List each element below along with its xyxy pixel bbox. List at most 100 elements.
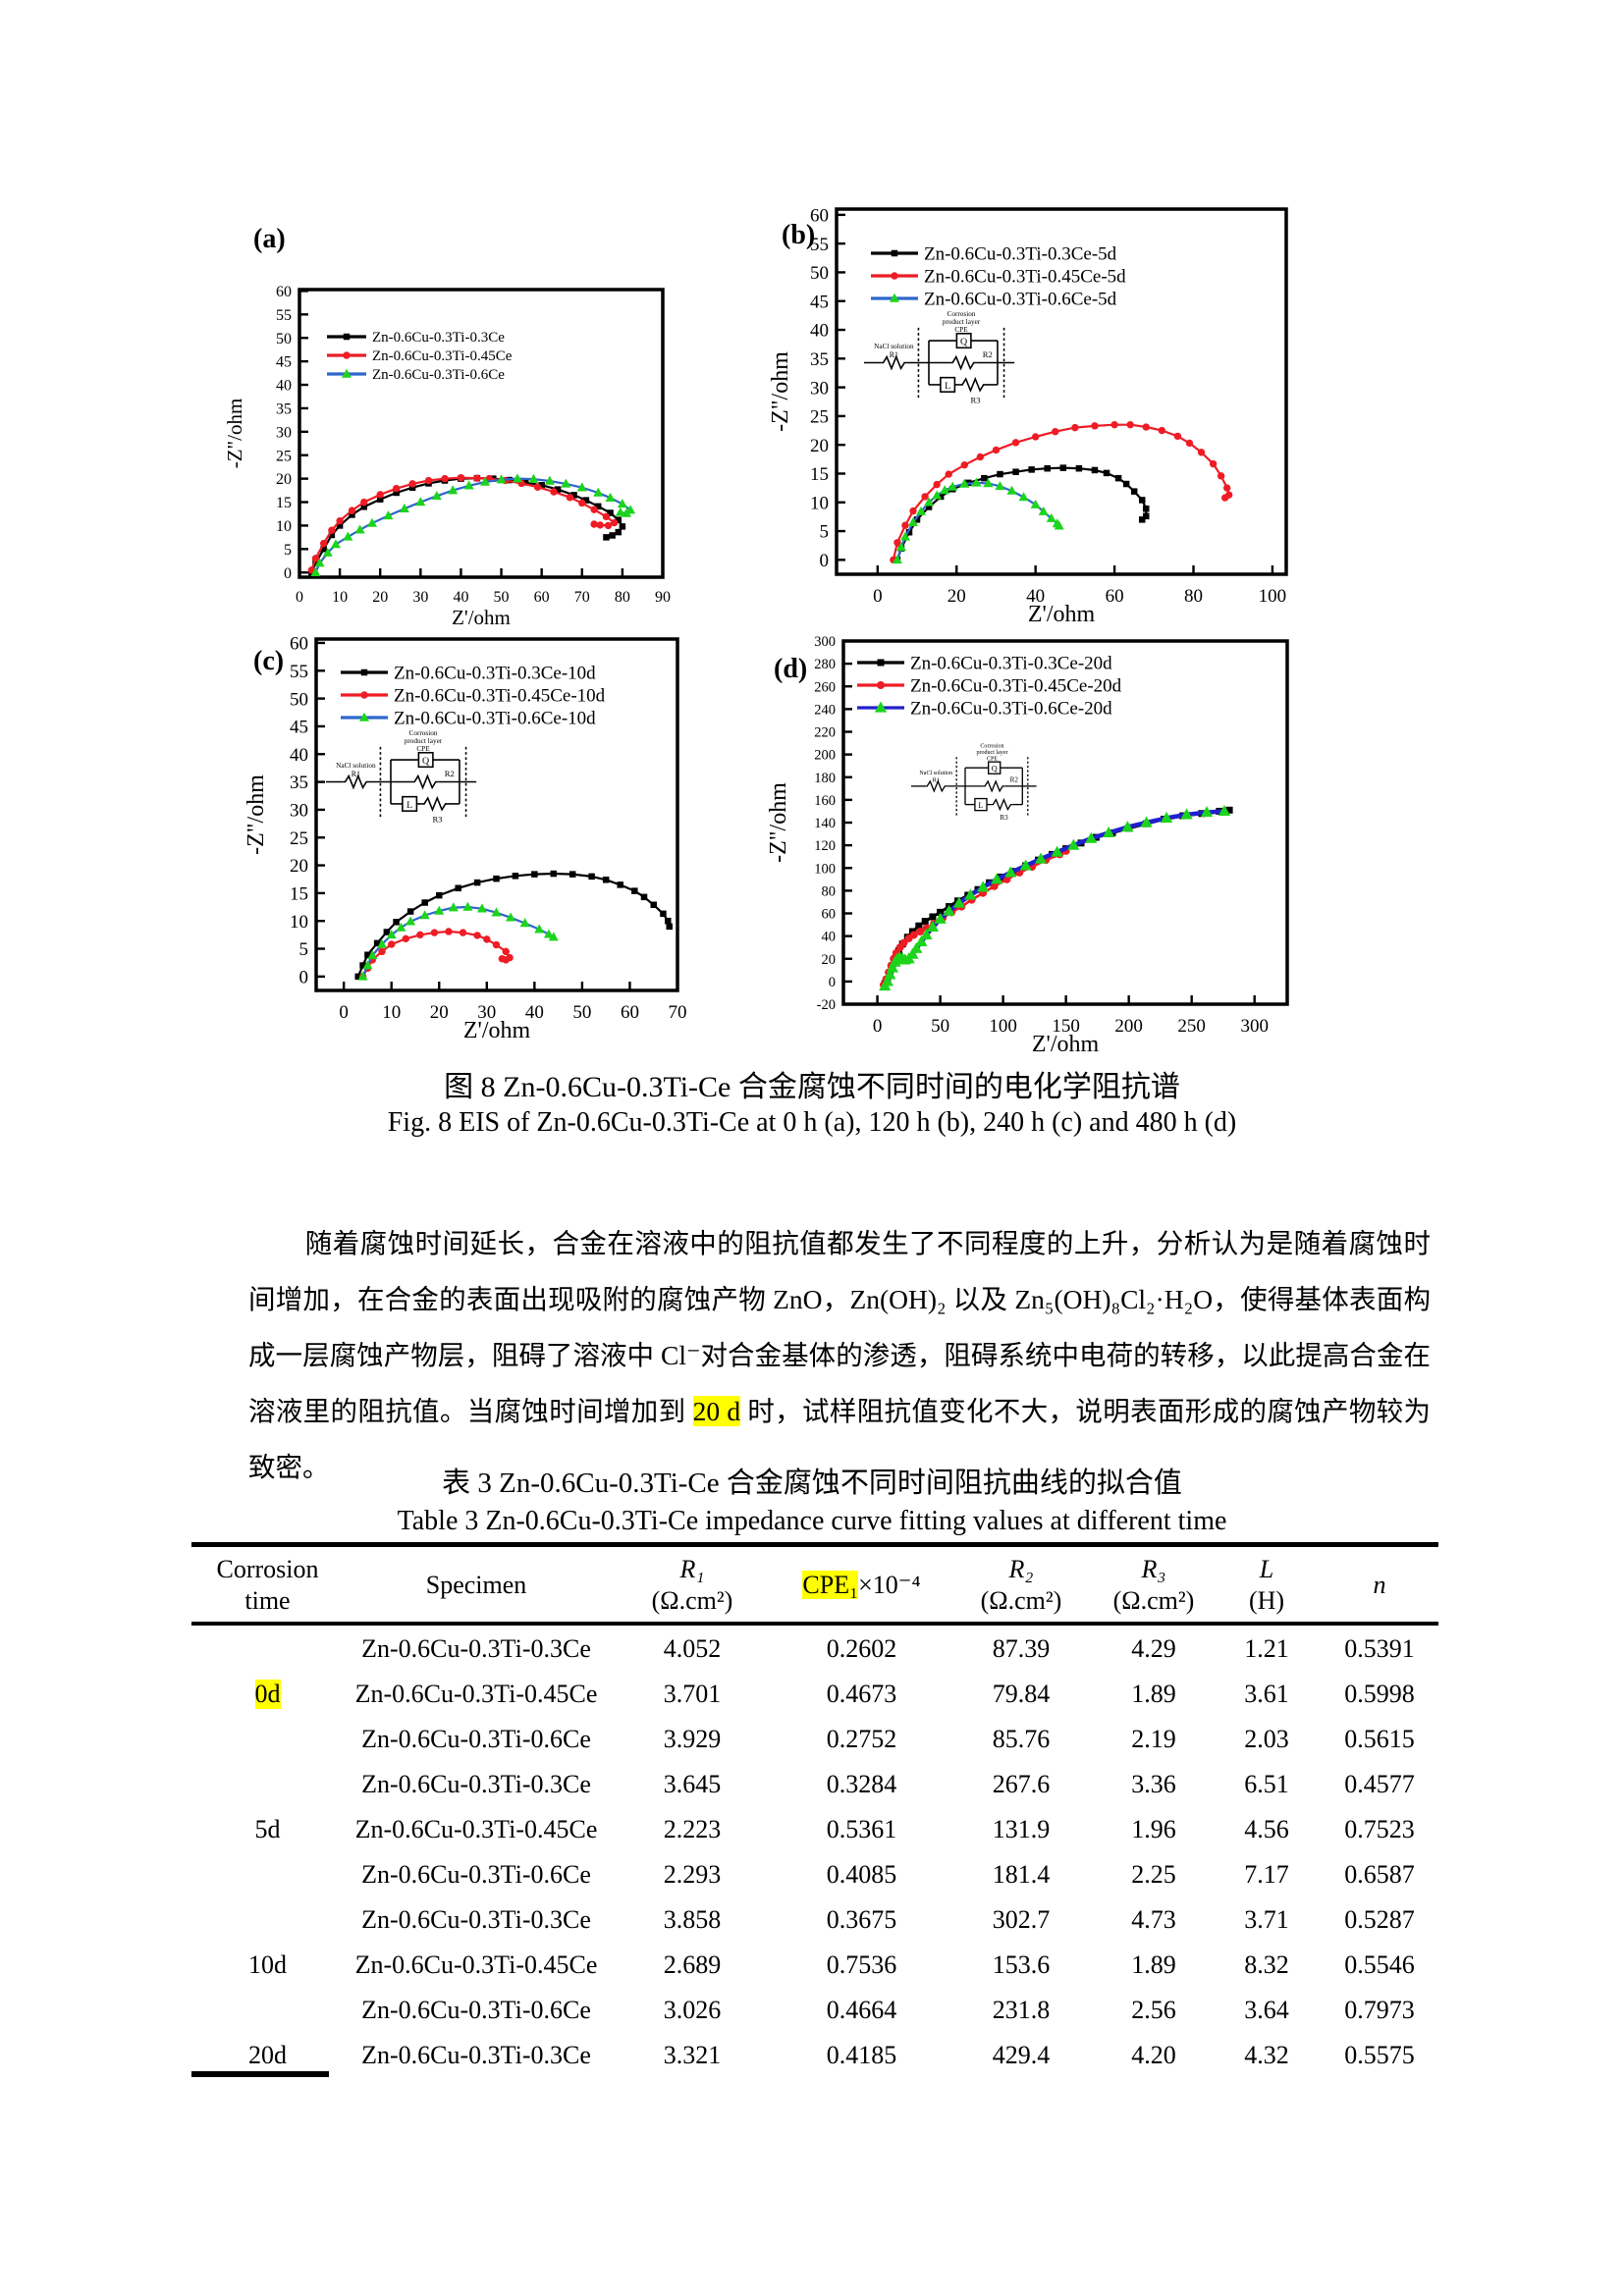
svg-text:25: 25 — [290, 828, 308, 849]
cell-corrosion-time — [191, 1762, 344, 1807]
table-body: Zn-0.6Cu-0.3Ti-0.3Ce 4.052 0.2602 87.39 4.29… — [191, 1627, 1438, 2078]
cell-r1: 3.026 — [663, 1996, 722, 2024]
cell-r3: 2.19 — [1131, 1725, 1176, 1753]
cell-n: 0.5575 — [1344, 2041, 1415, 2069]
eis-chart-c: 0 10 20 30 40 50 60 70 Z'/ohm 0 5 10 15 20 25 30 35 40 45 5… — [157, 589, 699, 1062]
cell-l: 3.71 — [1244, 1905, 1289, 1934]
svg-text:10: 10 — [276, 518, 292, 535]
cell-r3: 2.25 — [1131, 1860, 1176, 1889]
svg-text:Zn-0.6Cu-0.3Ti-0.45Ce: Zn-0.6Cu-0.3Ti-0.45Ce — [372, 348, 513, 364]
cell-r1: 4.052 — [663, 1634, 722, 1663]
svg-text:L: L — [945, 381, 950, 392]
svg-text:Corrosion: Corrosion — [947, 310, 976, 318]
cell-specimen: Zn-0.6Cu-0.3Ti-0.45Ce — [354, 1680, 598, 1708]
svg-text:0: 0 — [873, 1016, 883, 1037]
svg-text:Z'/ohm: Z'/ohm — [1032, 1032, 1100, 1057]
cell-n: 0.6587 — [1344, 1860, 1415, 1889]
cell-specimen: Zn-0.6Cu-0.3Ti-0.3Ce — [361, 2041, 591, 2069]
cell-l: 4.56 — [1244, 1815, 1289, 1843]
svg-text:25: 25 — [810, 407, 829, 428]
svg-text:R3: R3 — [433, 814, 443, 824]
svg-text:Zn-0.6Cu-0.3Ti-0.6Ce-20d: Zn-0.6Cu-0.3Ti-0.6Ce-20d — [910, 698, 1112, 719]
plot-box — [314, 637, 679, 992]
cell-r2: 267.6 — [992, 1770, 1051, 1798]
svg-text:15: 15 — [810, 464, 829, 485]
series-0 — [881, 806, 1233, 988]
cell-corrosion-time: 5d — [254, 1815, 281, 1843]
header-r2: R₂ (Ω.cm²) — [980, 1555, 1062, 1615]
cell-r3: 4.73 — [1131, 1905, 1176, 1934]
cell-r2: 87.39 — [992, 1634, 1051, 1663]
svg-text:20: 20 — [947, 586, 966, 607]
svg-text:Q: Q — [960, 337, 967, 347]
x-axis: 0 10 20 30 40 50 60 70 Z'/ohm — [339, 982, 687, 1043]
svg-text:-Z"/ohm: -Z"/ohm — [223, 399, 246, 469]
legend: Zn-0.6Cu-0.3Ti-0.3Ce-10dZn-0.6Cu-0.3Ti-0… — [341, 663, 606, 728]
cell-cpe1: 0.5361 — [826, 1815, 897, 1843]
svg-text:product layer: product layer — [976, 750, 1007, 756]
svg-text:NaCl solution: NaCl solution — [336, 762, 376, 770]
svg-text:Zn-0.6Cu-0.3Ti-0.6Ce-10d: Zn-0.6Cu-0.3Ti-0.6Ce-10d — [394, 708, 596, 728]
y-axis: 0 5 10 15 20 25 30 35 40 45 50 55 60 -Z"/ohm — [223, 284, 308, 582]
cell-r3: 1.89 — [1131, 1950, 1176, 1979]
table-caption-en: Table 3 Zn-0.6Cu-0.3Ti-Ce impedance curv… — [397, 1506, 1227, 1536]
svg-text:240: 240 — [814, 702, 836, 718]
nyquist-plot: 0 10 20 30 40 50 60 70 Z'/ohm 0 5 10 15 20 25 30 35 40 45 5… — [244, 634, 687, 1043]
cell-l: 3.61 — [1244, 1680, 1289, 1708]
svg-text:50: 50 — [290, 689, 308, 710]
svg-text:40: 40 — [453, 589, 468, 606]
svg-text:Zn-0.6Cu-0.3Ti-0.6Ce-5d: Zn-0.6Cu-0.3Ti-0.6Ce-5d — [924, 289, 1117, 309]
svg-text:200: 200 — [814, 748, 836, 764]
svg-text:40: 40 — [525, 1002, 544, 1023]
svg-text:0: 0 — [820, 551, 830, 571]
svg-text:90: 90 — [655, 589, 671, 606]
figure-caption-cn: 图 8 Zn-0.6Cu-0.3Ti-Ce 合金腐蚀不同时间的电化学阻抗谱 — [444, 1071, 1180, 1103]
cell-r3: 4.20 — [1131, 2041, 1176, 2069]
plot-box — [298, 288, 665, 579]
svg-text:Zn-0.6Cu-0.3Ti-0.3Ce-5d: Zn-0.6Cu-0.3Ti-0.3Ce-5d — [924, 243, 1117, 264]
cell-r1: 3.701 — [663, 1680, 722, 1708]
cell-n: 0.5391 — [1344, 1634, 1415, 1663]
cell-corrosion-time: 10d — [248, 1950, 287, 1979]
eis-chart-b: 0 20 40 60 80 100 Z'/ohm 0 5 10 15 20 25 30 35 40 45 50 55… — [766, 128, 1308, 630]
x-axis: 0 50 100 150 200 250 300 Z'/ohm — [873, 995, 1269, 1057]
svg-text:55: 55 — [810, 235, 829, 255]
table-top-rule — [191, 1542, 1438, 1547]
svg-text:0: 0 — [284, 565, 292, 582]
cell-r2: 85.76 — [992, 1725, 1051, 1753]
cell-cpe1: 0.4085 — [826, 1860, 897, 1889]
cell-l: 2.03 — [1244, 1725, 1289, 1753]
cell-n: 0.7973 — [1344, 1996, 1415, 2024]
nyquist-plot: 0 20 40 60 80 100 Z'/ohm 0 5 10 15 20 25 30 35 40 45 50 55… — [768, 206, 1288, 627]
svg-text:140: 140 — [814, 816, 836, 831]
cell-n: 0.5615 — [1344, 1725, 1415, 1753]
cell-specimen: Zn-0.6Cu-0.3Ti-0.45Ce — [354, 1815, 598, 1843]
series-1 — [307, 473, 619, 574]
cell-n: 0.7523 — [1344, 1815, 1415, 1843]
svg-text:25: 25 — [276, 448, 292, 464]
svg-text:260: 260 — [814, 679, 836, 695]
cell-r3: 1.89 — [1131, 1680, 1176, 1708]
svg-text:Zn-0.6Cu-0.3Ti-0.3Ce-20d: Zn-0.6Cu-0.3Ti-0.3Ce-20d — [910, 653, 1112, 673]
svg-text:CPE: CPE — [954, 326, 968, 334]
svg-text:Q: Q — [992, 765, 998, 774]
cell-specimen: Zn-0.6Cu-0.3Ti-0.3Ce — [361, 1905, 591, 1934]
svg-text:R1: R1 — [932, 777, 940, 784]
svg-text:60: 60 — [810, 206, 829, 227]
svg-text:30: 30 — [412, 589, 428, 606]
svg-text:5: 5 — [284, 542, 292, 559]
cell-corrosion-time — [191, 1852, 344, 1897]
svg-text:55: 55 — [276, 307, 292, 324]
cell-r1: 3.929 — [663, 1725, 722, 1753]
svg-text:45: 45 — [276, 354, 292, 371]
nyquist-plot: 0 10 20 30 40 50 60 70 80 90 Z'/ohm 0 5 10 15 20 25 30 35 4… — [223, 224, 671, 629]
svg-text:280: 280 — [814, 657, 836, 672]
svg-text:100: 100 — [989, 1016, 1017, 1037]
cell-r2: 79.84 — [992, 1680, 1051, 1708]
svg-text:5: 5 — [820, 522, 830, 543]
cell-specimen: Zn-0.6Cu-0.3Ti-0.3Ce — [361, 1770, 591, 1798]
header-l: L (H) — [1248, 1555, 1285, 1615]
svg-text:20: 20 — [276, 471, 292, 488]
